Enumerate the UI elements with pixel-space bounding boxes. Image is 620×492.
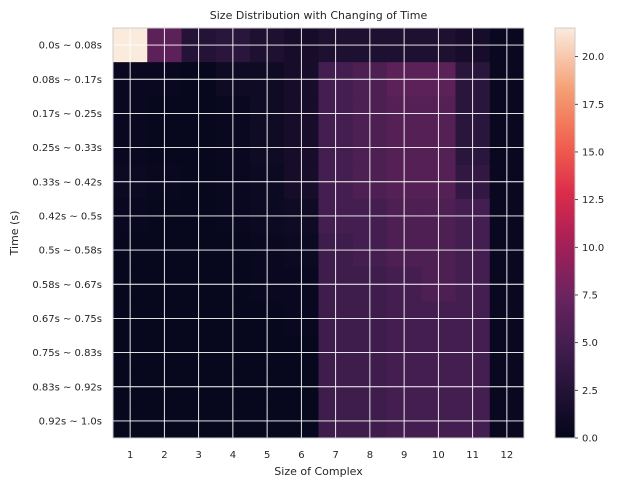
- colorbar-tick-label: 2.5: [582, 386, 598, 397]
- colorbar-tick-label: 0.0: [582, 434, 598, 445]
- y-tick-label: 0.92s ~ 1.0s: [39, 416, 102, 427]
- colorbar-tick-labels: 0.0 2.5 5.0 7.5 10.0 12.5 15.0 17.5 20.0: [575, 52, 604, 445]
- y-tick-label: 0.75s ~ 0.83s: [32, 348, 102, 359]
- y-tick-label: 0.25s ~ 0.33s: [32, 143, 102, 154]
- x-tick-label: 5: [264, 450, 270, 461]
- y-axis-label: Time (s): [8, 211, 21, 257]
- x-tick-label: 7: [332, 450, 338, 461]
- x-tick-label: 10: [432, 450, 445, 461]
- colorbar-tick-label: 20.0: [582, 52, 604, 63]
- x-tick-label: 4: [230, 450, 236, 461]
- colorbar: [554, 27, 576, 439]
- y-tick-label: 0.58s ~ 0.67s: [32, 280, 102, 291]
- colorbar-tick-label: 12.5: [582, 195, 604, 206]
- y-tick-label: 0.0s ~ 0.08s: [39, 41, 102, 52]
- x-tick-label: 12: [501, 450, 514, 461]
- x-tick-label: 11: [466, 450, 479, 461]
- x-axis-label: Size of Complex: [274, 465, 363, 478]
- y-tick-label: 0.67s ~ 0.75s: [32, 314, 102, 325]
- x-tick-labels: 1 2 3 4 5 6 7 8 9 10 11 12: [127, 450, 513, 461]
- x-tick-label: 3: [195, 450, 201, 461]
- plot-border: [112, 27, 525, 439]
- y-tick-label: 0.17s ~ 0.25s: [32, 109, 102, 120]
- chart-title: Size Distribution with Changing of Time: [210, 9, 428, 22]
- colorbar-tick-label: 5.0: [582, 338, 598, 349]
- y-tick-label: 0.33s ~ 0.42s: [32, 177, 102, 188]
- y-tick-label: 0.08s ~ 0.17s: [32, 75, 102, 86]
- heatmap-cells: [113, 28, 525, 439]
- x-tick-label: 6: [298, 450, 304, 461]
- colorbar-tick-label: 17.5: [582, 100, 604, 111]
- x-tick-label: 1: [127, 450, 133, 461]
- y-tick-labels: 0.0s ~ 0.08s 0.08s ~ 0.17s 0.17s ~ 0.25s 0.…: [32, 41, 102, 428]
- y-tick-label: 0.42s ~ 0.5s: [39, 211, 102, 222]
- colorbar-tick-label: 15.0: [582, 147, 604, 158]
- colorbar-tick-label: 7.5: [582, 290, 598, 301]
- colorbar-tick-label: 10.0: [582, 243, 604, 254]
- x-tick-label: 2: [161, 450, 167, 461]
- x-tick-label: 9: [401, 450, 407, 461]
- y-tick-label: 0.5s ~ 0.58s: [39, 246, 102, 257]
- x-tick-label: 8: [367, 450, 373, 461]
- y-tick-label: 0.83s ~ 0.92s: [32, 382, 102, 393]
- gridlines: [113, 28, 524, 438]
